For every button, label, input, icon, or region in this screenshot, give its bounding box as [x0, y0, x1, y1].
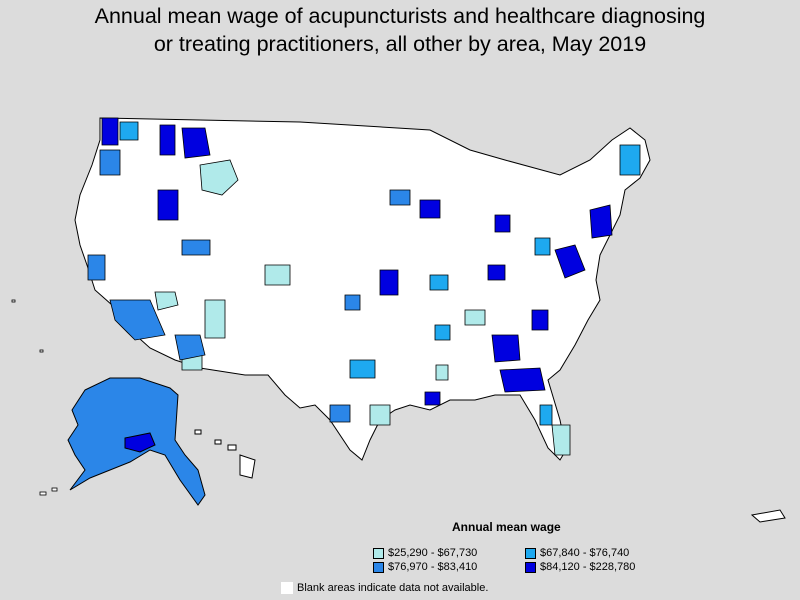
alaska-region	[124, 432, 156, 453]
map-title: Annual mean wage of acupuncturists and h…	[0, 2, 800, 58]
legend-item-1: $25,290 - $67,730	[373, 547, 477, 559]
legend-label-2: $67,840 - $76,740	[540, 547, 630, 559]
region-idaho	[181, 239, 211, 256]
title-line-1: Annual mean wage of acupuncturists and h…	[94, 4, 706, 28]
region-iowa	[429, 274, 449, 291]
region-texas-houston	[329, 404, 351, 423]
region-alabama	[435, 364, 449, 381]
region-arizona-phoenix	[174, 334, 206, 361]
region-northeast-corridor	[554, 244, 586, 279]
region-georgia-atlanta	[491, 334, 521, 363]
region-florida-north	[539, 404, 553, 426]
aleutian-islands	[11, 299, 58, 496]
legend-swatch-4	[525, 561, 536, 573]
region-illinois	[419, 199, 441, 219]
region-virginia	[531, 309, 549, 331]
region-washington-west	[101, 117, 119, 146]
blank-areas-note: Blank areas indicate data not available.	[281, 582, 488, 594]
region-new-mexico	[204, 299, 226, 339]
region-ohio	[534, 237, 551, 256]
region-oklahoma	[349, 359, 376, 379]
legend-swatch-3	[373, 561, 384, 573]
region-california-north	[87, 254, 106, 281]
legend-swatch-2	[525, 547, 536, 559]
region-tennessee	[464, 309, 486, 326]
region-washington	[119, 121, 139, 141]
legend-item-2: $67,840 - $76,740	[525, 547, 629, 559]
region-louisiana	[424, 391, 441, 406]
region-colorado	[264, 264, 291, 286]
region-montana-north	[181, 127, 211, 159]
region-california-south	[109, 299, 166, 341]
region-maine	[619, 144, 641, 176]
region-georgia	[434, 324, 451, 341]
region-carolina-coast	[499, 367, 546, 393]
legend-title: Annual mean wage	[452, 520, 561, 534]
region-wisconsin	[389, 189, 411, 206]
title-line-2: or treating practitioners, all other by …	[153, 32, 647, 56]
legend-label-1: $25,290 - $67,730	[388, 547, 478, 559]
legend-item-3: $76,970 - $83,410	[373, 561, 477, 573]
region-kentucky	[487, 264, 506, 281]
region-idaho-north	[159, 124, 176, 156]
legend-item-4: $84,120 - $228,780	[525, 561, 635, 573]
puerto-rico	[750, 509, 786, 523]
region-missouri	[379, 269, 399, 296]
region-florida-south	[551, 424, 571, 456]
region-montana-west	[199, 159, 239, 196]
region-new-york	[589, 204, 613, 239]
region-wyoming	[157, 189, 179, 221]
blank-areas-text: Blank areas indicate data not available.	[297, 582, 489, 594]
region-kansas	[344, 294, 361, 311]
legend-label-3: $76,970 - $83,410	[388, 561, 478, 573]
region-texas-south	[369, 404, 391, 426]
legend-label-4: $84,120 - $228,780	[540, 561, 636, 573]
blank-swatch	[281, 582, 293, 594]
region-oregon	[99, 149, 121, 176]
hawaii-islands	[194, 429, 256, 479]
region-michigan	[494, 214, 511, 233]
region-arizona-north	[154, 291, 179, 311]
legend-swatch-1	[373, 547, 384, 559]
